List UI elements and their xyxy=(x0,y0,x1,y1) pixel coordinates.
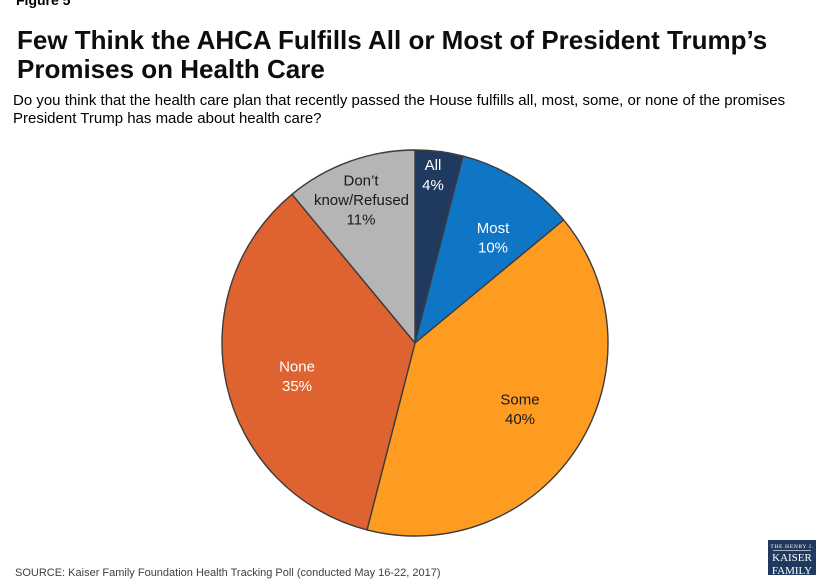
svg-text:know/Refused: know/Refused xyxy=(314,192,409,209)
svg-text:4%: 4% xyxy=(422,177,444,194)
svg-text:35%: 35% xyxy=(282,378,312,395)
svg-text:None: None xyxy=(279,359,315,376)
svg-text:40%: 40% xyxy=(505,411,535,428)
svg-text:Most: Most xyxy=(477,220,510,237)
svg-text:THE HENRY J.: THE HENRY J. xyxy=(770,544,813,550)
svg-text:KAISER: KAISER xyxy=(772,552,812,564)
svg-text:Don’t: Don’t xyxy=(343,173,379,190)
svg-text:FAMILY: FAMILY xyxy=(772,565,812,575)
svg-text:10%: 10% xyxy=(478,240,508,257)
svg-text:Some: Some xyxy=(500,392,539,409)
svg-text:All: All xyxy=(425,157,442,174)
svg-text:11%: 11% xyxy=(347,212,376,229)
